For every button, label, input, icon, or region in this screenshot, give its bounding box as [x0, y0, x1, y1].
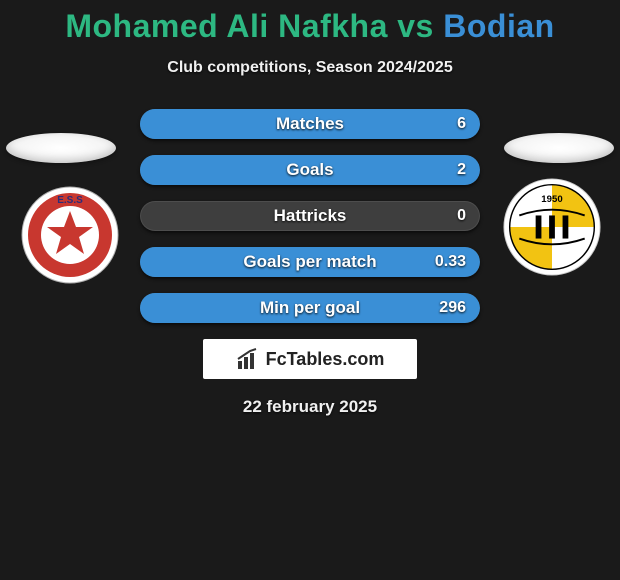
- stat-row: Goals per match0.33: [140, 247, 480, 277]
- subtitle: Club competitions, Season 2024/2025: [0, 59, 620, 77]
- club-badge-right: 1950: [502, 177, 602, 277]
- content-area: E.S.S 1950 Matches6 Goals2 Hattricks0 Goals…: [0, 109, 620, 417]
- infographic-container: Mohamed Ali Nafkha vs Bodian Club compet…: [0, 0, 620, 417]
- esm-badge-icon: 1950: [502, 175, 602, 279]
- player2-name: Bodian: [443, 8, 554, 44]
- club-badge-left: E.S.S: [20, 185, 120, 285]
- stat-row: Matches6: [140, 109, 480, 139]
- stat-row: Min per goal296: [140, 293, 480, 323]
- stat-label: Matches: [140, 109, 480, 139]
- stat-row: Goals2: [140, 155, 480, 185]
- brand-label: FcTables.com: [266, 349, 385, 370]
- player2-photo: [504, 133, 614, 163]
- vs-label: vs: [397, 8, 434, 44]
- svg-text:1950: 1950: [541, 194, 562, 205]
- stat-row: Hattricks0: [140, 201, 480, 231]
- stat-label: Goals: [140, 155, 480, 185]
- stat-label: Hattricks: [140, 201, 480, 231]
- brand-box: FcTables.com: [203, 339, 417, 379]
- player1-photo: [6, 133, 116, 163]
- chart-icon: [236, 347, 260, 371]
- stat-value-right: 296: [439, 293, 466, 323]
- ess-badge-icon: E.S.S: [20, 185, 120, 285]
- page-title: Mohamed Ali Nafkha vs Bodian: [0, 8, 620, 45]
- stat-value-right: 0.33: [435, 247, 466, 277]
- stat-label: Min per goal: [140, 293, 480, 323]
- stat-value-right: 2: [457, 155, 466, 185]
- svg-text:E.S.S: E.S.S: [57, 195, 83, 206]
- stat-value-right: 0: [457, 201, 466, 231]
- stat-value-right: 6: [457, 109, 466, 139]
- date-label: 22 february 2025: [0, 397, 620, 417]
- stat-label: Goals per match: [140, 247, 480, 277]
- player1-name: Mohamed Ali Nafkha: [65, 8, 388, 44]
- stats-list: Matches6Goals2Hattricks0Goals per match0…: [140, 109, 480, 323]
